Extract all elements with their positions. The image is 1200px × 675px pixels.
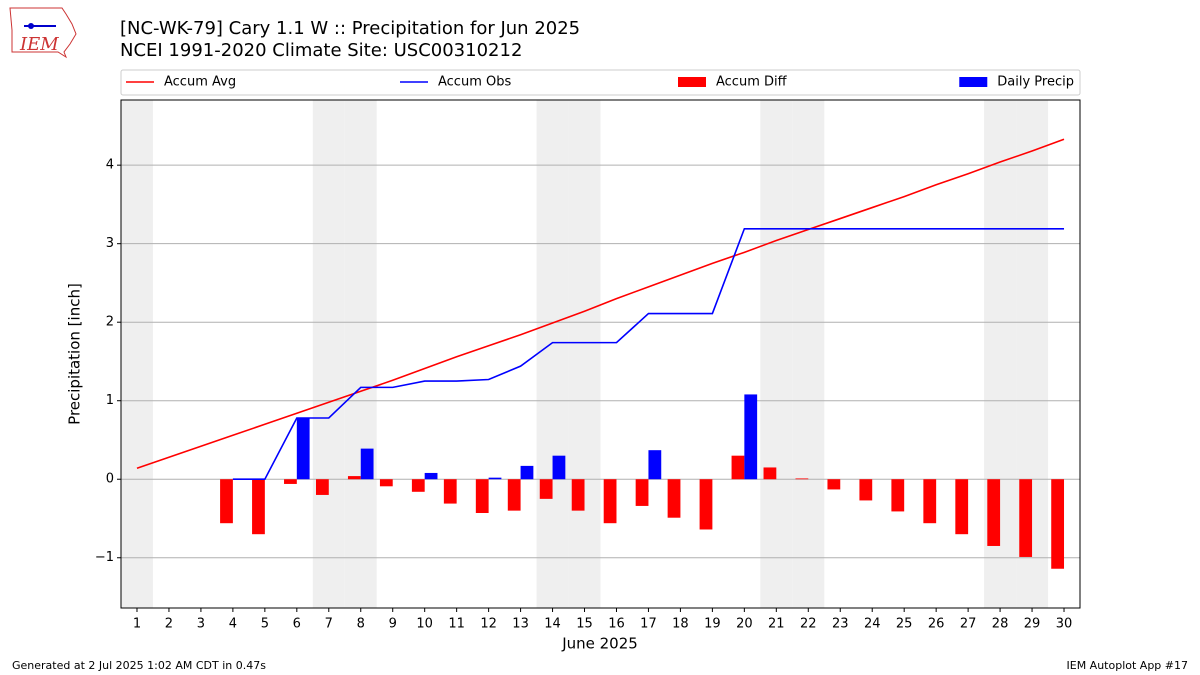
- y-tick-label: 2: [106, 315, 114, 330]
- y-tick-label: 4: [106, 158, 114, 173]
- legend-label: Accum Diff: [716, 75, 788, 90]
- x-tick-label: 19: [704, 617, 721, 632]
- x-tick-label: 1: [133, 617, 141, 632]
- x-tick-label: 16: [608, 617, 625, 632]
- x-tick-label: 26: [928, 617, 945, 632]
- bar: [360, 448, 374, 480]
- x-tick-label: 24: [864, 617, 881, 632]
- bar: [443, 479, 457, 504]
- bar: [667, 479, 681, 518]
- bar: [603, 479, 617, 524]
- chart-subtitle: NCEI 1991-2020 Climate Site: USC00310212: [120, 40, 522, 61]
- y-tick-label: 1: [106, 393, 114, 408]
- bar: [763, 467, 777, 480]
- x-tick-label: 30: [1056, 617, 1073, 632]
- logo: IEM: [9, 7, 77, 59]
- y-tick-label: 3: [106, 236, 114, 251]
- x-tick-label: 6: [293, 617, 301, 632]
- bar: [955, 479, 969, 535]
- bar: [252, 479, 265, 535]
- legend-label: Accum Avg: [164, 75, 236, 90]
- weekend-shade: [568, 100, 601, 608]
- weekend-shade: [536, 100, 569, 608]
- bar: [284, 479, 297, 484]
- x-tick-label: 13: [512, 617, 529, 632]
- legend-swatch: [678, 77, 706, 87]
- bar: [987, 479, 1001, 546]
- bar: [379, 479, 393, 487]
- bar: [507, 479, 521, 511]
- x-tick-label: 14: [544, 617, 561, 632]
- bar: [648, 450, 662, 480]
- weekend-shade: [344, 100, 377, 608]
- bar: [923, 479, 937, 524]
- bar: [859, 479, 873, 501]
- weekend-shade: [792, 100, 825, 608]
- bar: [552, 455, 566, 480]
- bar: [744, 394, 758, 480]
- weekend-shade: [312, 100, 345, 608]
- x-tick-label: 27: [960, 617, 977, 632]
- logo-text: IEM: [19, 34, 59, 55]
- line: [136, 138, 1065, 469]
- legend-box: [120, 69, 1081, 96]
- bar: [571, 479, 585, 511]
- x-tick-label: 28: [992, 617, 1009, 632]
- bar: [315, 479, 329, 495]
- bar: [475, 479, 489, 513]
- bar: [488, 477, 502, 480]
- bar: [827, 479, 841, 490]
- x-tick-label: 21: [768, 617, 785, 632]
- y-tick-label: 0: [106, 472, 114, 487]
- x-tick-label: 4: [229, 617, 237, 632]
- bar: [520, 465, 534, 480]
- x-tick-label: 5: [261, 617, 269, 632]
- plot-frame: [120, 99, 1081, 609]
- x-tick-label: 20: [736, 617, 753, 632]
- x-tick-label: 22: [800, 617, 817, 632]
- bar: [731, 455, 745, 480]
- bar: [411, 479, 425, 492]
- y-tick-label: −1: [95, 550, 114, 565]
- bar: [296, 417, 310, 480]
- x-axis-label: June 2025: [561, 635, 638, 653]
- logo-dot: [28, 23, 34, 29]
- x-tick-label: 11: [448, 617, 465, 632]
- x-tick-label: 15: [576, 617, 593, 632]
- x-tick-label: 23: [832, 617, 849, 632]
- x-tick-label: 17: [640, 617, 657, 632]
- logo-outline: [9, 7, 77, 59]
- bar: [347, 476, 361, 480]
- x-tick-label: 2: [165, 617, 173, 632]
- legend-label: Daily Precip: [997, 75, 1074, 90]
- x-tick-label: 25: [896, 617, 913, 632]
- bar: [1019, 479, 1033, 557]
- bar: [1051, 479, 1065, 569]
- legend-label: Accum Obs: [438, 75, 511, 90]
- x-tick-label: 29: [1024, 617, 1041, 632]
- x-tick-label: 18: [672, 617, 689, 632]
- footer-right: IEM Autoplot App #17: [1067, 659, 1189, 672]
- chart-title: [NC-WK-79] Cary 1.1 W :: Precipitation f…: [120, 18, 580, 39]
- x-tick-label: 10: [416, 617, 433, 632]
- x-tick-label: 12: [480, 617, 497, 632]
- weekend-shade: [760, 100, 793, 608]
- x-tick-label: 8: [357, 617, 365, 632]
- weekend-shade: [121, 100, 153, 608]
- footer-left: Generated at 2 Jul 2025 1:02 AM CDT in 0…: [12, 659, 266, 672]
- bar: [795, 478, 809, 480]
- line: [232, 227, 1065, 481]
- legend-swatch: [959, 77, 988, 87]
- x-tick-label: 9: [389, 617, 397, 632]
- bar: [539, 479, 553, 499]
- y-axis-label: Precipitation [inch]: [66, 283, 84, 425]
- bar: [220, 479, 233, 524]
- x-tick-label: 3: [197, 617, 205, 632]
- x-tick-label: 7: [325, 617, 333, 632]
- bar: [891, 479, 905, 512]
- bar: [699, 479, 713, 530]
- bar: [635, 479, 649, 506]
- bar: [424, 472, 438, 480]
